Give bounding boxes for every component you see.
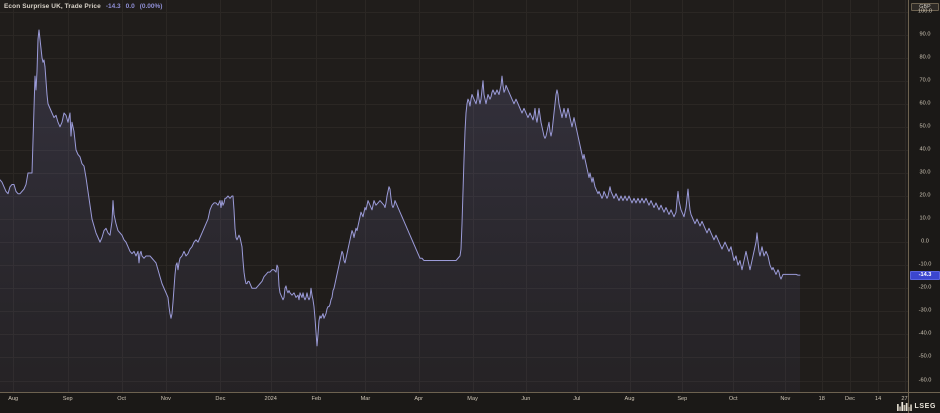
gridline-vertical (733, 0, 735, 392)
gridline-vertical (850, 0, 851, 392)
price-axis-tick: -60.0 (918, 377, 932, 383)
gridline-horizontal (0, 219, 908, 221)
time-axis-tick: Nov (160, 396, 171, 402)
price-change-value: 0.0 (125, 3, 135, 10)
price-axis-tick: -20.0 (918, 284, 932, 291)
chart-header: Econ Surprise UK, Trade Price -14.3 0.0 … (4, 2, 162, 11)
price-axis-tick: 70.0 (919, 77, 931, 84)
price-axis-tick: -40.0 (918, 330, 932, 337)
lseg-wordmark: LSEG (914, 403, 936, 410)
time-axis-tick: Dec (845, 396, 855, 402)
time-axis-tick: Nov (780, 396, 791, 402)
time-axis-tick: Mar (360, 396, 371, 402)
time-axis-tick: 27 (901, 396, 908, 402)
last-price-value: -14.3 (105, 3, 121, 10)
price-change-percent: (0.00%) (139, 3, 163, 10)
time-axis-tick: 2024 (264, 396, 277, 402)
price-axis-tick: 100.0 (918, 8, 932, 14)
gridline-horizontal (0, 57, 908, 59)
lseg-logo-icon (896, 402, 912, 411)
gridline-horizontal (0, 80, 908, 82)
time-axis-tick: Jun (521, 396, 531, 402)
price-axis-tick: -50.0 (918, 353, 932, 360)
gridline-vertical (165, 0, 167, 392)
gridline-vertical (878, 0, 880, 392)
price-axis-tick: 30.0 (919, 169, 931, 176)
price-axis-tick: 50.0 (919, 123, 931, 130)
time-axis-tick: Oct (728, 396, 738, 402)
gridline-vertical (821, 0, 823, 392)
currency-badge: GBP (911, 3, 939, 11)
time-axis-tick: Aug (8, 396, 19, 402)
price-line (0, 29, 801, 347)
time-axis-tick: 18 (818, 396, 825, 402)
time-axis-tick: Aug (624, 396, 635, 402)
time-axis-tick: Jul (573, 396, 581, 402)
price-axis-tick: 90.0 (919, 31, 931, 38)
gridline-vertical (316, 0, 318, 392)
price-area-fill (0, 29, 800, 392)
gridline-vertical (418, 0, 420, 392)
time-axis-tick: May (467, 396, 478, 402)
gridline-vertical (904, 0, 906, 392)
price-axis-tick: -30.0 (918, 307, 932, 314)
gridline-vertical (682, 0, 684, 392)
gridline-vertical (785, 0, 787, 392)
time-axis-tick: Feb (311, 396, 322, 402)
time-axis-tick: Apr (414, 396, 424, 402)
time-axis-tick: 14 (874, 396, 882, 402)
price-axis-tick: 60.0 (919, 100, 931, 107)
gridline-horizontal (0, 103, 908, 105)
gridline-vertical (220, 0, 222, 392)
gridline-horizontal (0, 149, 908, 151)
time-axis-tick: Sep (62, 396, 73, 402)
gridline-horizontal (0, 196, 908, 197)
gridline-horizontal (0, 126, 908, 128)
time-axis-tick: Sep (677, 396, 688, 402)
price-axis-tick: -10.0 (918, 261, 932, 268)
time-axis-tick: Oct (117, 396, 126, 402)
lseg-branding: LSEG (896, 402, 936, 411)
price-axis-tick: 40.0 (919, 146, 931, 153)
gridline-horizontal (0, 242, 908, 244)
price-axis[interactable]: GBP -14.3 100.0 90.0 80.0 70.0 60.0 50.0 40.0 3… (908, 0, 940, 392)
price-axis-tick: 20.0 (919, 192, 931, 199)
price-axis-tick: 10.0 (919, 215, 931, 222)
price-line-chart (0, 29, 801, 392)
gridline-horizontal (0, 11, 908, 13)
gridline-vertical (121, 0, 123, 392)
gridline-horizontal (0, 172, 908, 174)
price-axis-tick: 80.0 (919, 54, 931, 61)
gridline-vertical (629, 0, 631, 392)
chart-plot-area[interactable] (0, 0, 908, 392)
time-axis-tick: Dec (215, 396, 226, 402)
gridline-horizontal (0, 34, 908, 36)
gridline-vertical (365, 0, 367, 392)
gridline-vertical (270, 0, 272, 392)
axis-corner (908, 392, 940, 413)
time-axis[interactable]: Aug Sep Oct Nov Dec 2024 Feb Mar Apr May Jun Jul Aug… (0, 392, 908, 413)
instrument-title[interactable]: Econ Surprise UK, Trade Price (4, 3, 101, 10)
price-axis-tick: 0.0 (921, 238, 929, 245)
current-price-badge: -14.3 (910, 270, 940, 280)
